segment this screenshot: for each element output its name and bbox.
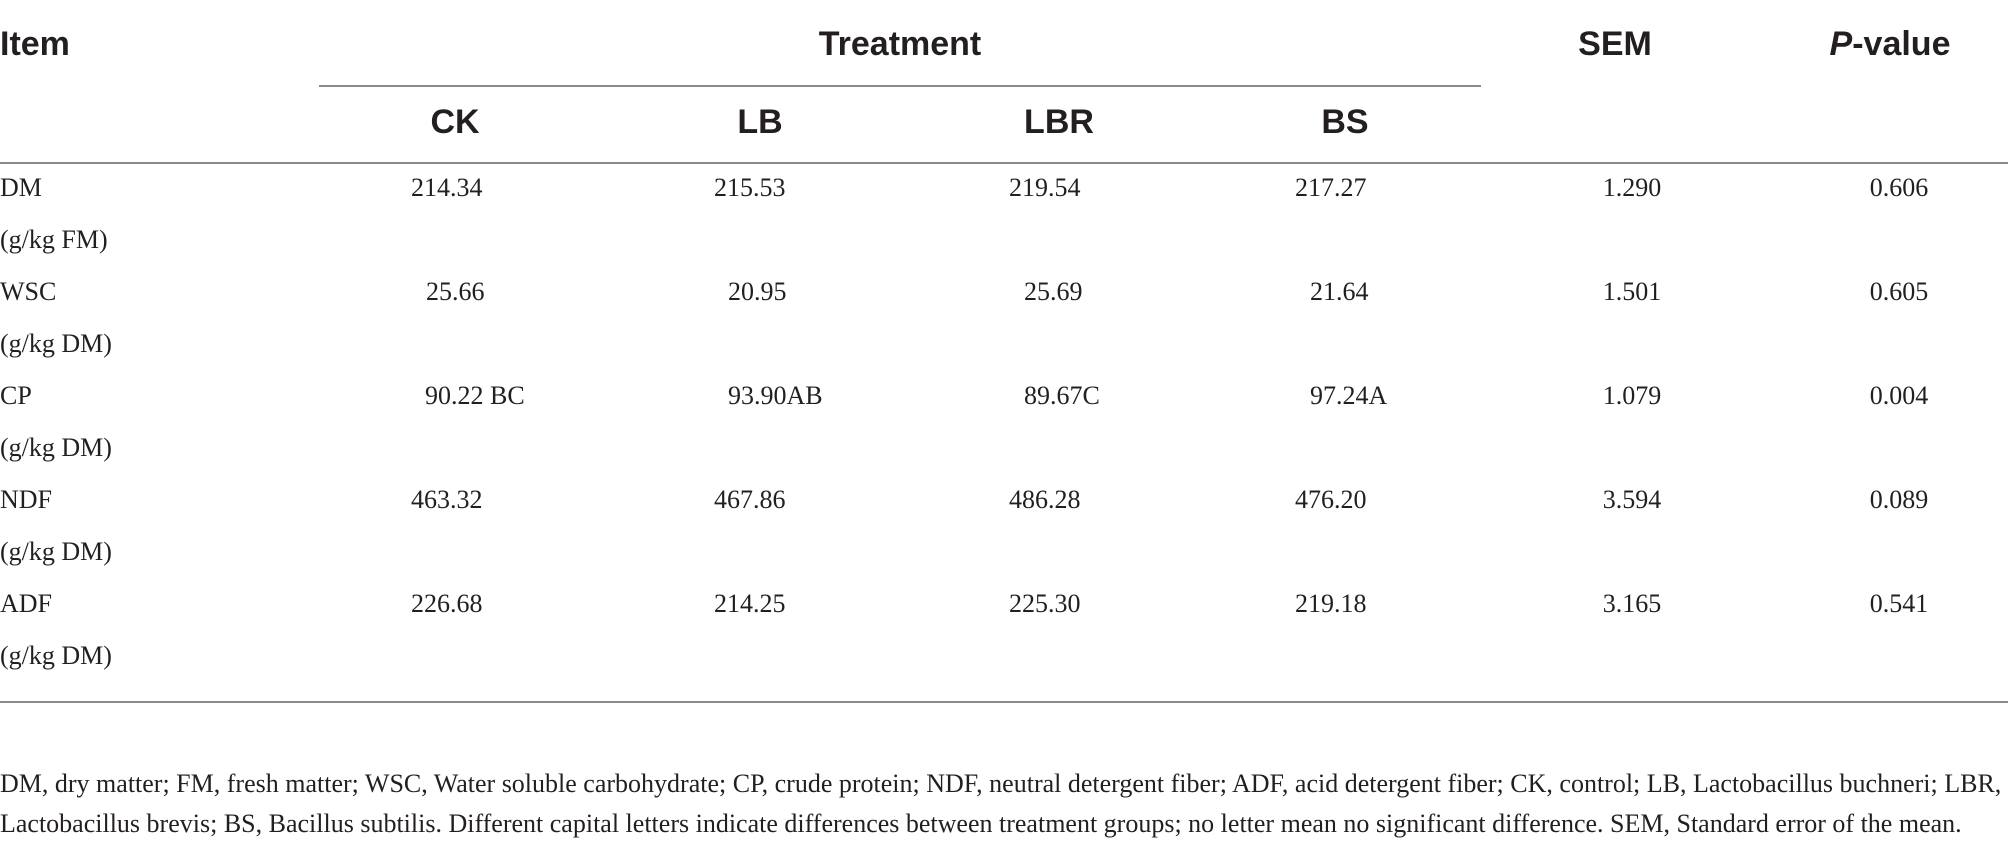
header-pvalue-suffix: -value <box>1852 25 1951 63</box>
cell-bs: 21.64 <box>1310 277 1369 306</box>
cell-sem: 3.165 <box>1602 589 1662 618</box>
cell-lbr: 89.67C <box>1024 381 1100 410</box>
cell-pvalue: 0.004 <box>1869 381 1929 410</box>
header-treatment: Treatment <box>818 25 982 63</box>
cell-lb: 20.95 <box>728 277 787 306</box>
cell-sem: 1.079 <box>1602 381 1662 410</box>
cell-sem: 1.290 <box>1602 173 1662 202</box>
treatment-group-rule <box>319 85 1481 87</box>
cell-lb: 93.90AB <box>728 381 823 410</box>
header-bottom-rule <box>0 162 2008 164</box>
header-item: Item <box>0 25 70 63</box>
row-item-name: ADF <box>0 589 53 618</box>
cell-lb: 215.53 <box>714 173 786 202</box>
cell-lbr: 486.28 <box>1009 485 1081 514</box>
cell-sem: 3.594 <box>1602 485 1662 514</box>
cell-pvalue: 0.605 <box>1869 277 1929 306</box>
cell-ck: 90.22 BC <box>425 381 525 410</box>
header-sem: SEM <box>1578 25 1652 63</box>
cell-lb: 467.86 <box>714 485 786 514</box>
cell-bs: 97.24A <box>1310 381 1388 410</box>
cell-ck: 463.32 <box>411 485 483 514</box>
header-group-ck: CK <box>430 103 480 141</box>
row-item-name: DM <box>0 173 42 202</box>
cell-lbr: 25.69 <box>1024 277 1083 306</box>
cell-lbr: 219.54 <box>1009 173 1081 202</box>
cell-bs: 217.27 <box>1295 173 1367 202</box>
header-group-lb: LB <box>737 103 783 141</box>
cell-sem: 1.501 <box>1602 277 1662 306</box>
cell-bs: 476.20 <box>1295 485 1367 514</box>
row-item-unit: (g/kg DM) <box>0 641 112 670</box>
row-item-unit: (g/kg DM) <box>0 537 112 566</box>
cell-pvalue: 0.089 <box>1869 485 1929 514</box>
row-item-unit: (g/kg DM) <box>0 433 112 462</box>
cell-ck: 226.68 <box>411 589 483 618</box>
cell-ck: 214.34 <box>411 173 483 202</box>
cell-pvalue: 0.606 <box>1869 173 1929 202</box>
cell-pvalue: 0.541 <box>1869 589 1929 618</box>
row-item-name: NDF <box>0 485 53 514</box>
cell-bs: 219.18 <box>1295 589 1367 618</box>
header-group-lbr: LBR <box>1024 103 1094 141</box>
cell-lb: 214.25 <box>714 589 786 618</box>
table-footnote: DM, dry matter; FM, fresh matter; WSC, W… <box>0 769 2002 838</box>
header-pvalue: P-value <box>1830 24 1951 64</box>
row-item-name: WSC <box>0 277 57 306</box>
cell-ck: 25.66 <box>426 277 485 306</box>
header-group-bs: BS <box>1321 103 1369 141</box>
row-item-unit: (g/kg FM) <box>0 225 108 254</box>
header-pvalue-italic: P <box>1829 25 1853 63</box>
row-item-unit: (g/kg DM) <box>0 329 112 358</box>
cell-lbr: 225.30 <box>1009 589 1081 618</box>
table-bottom-rule <box>0 701 2008 703</box>
row-item-name: CP <box>0 381 32 410</box>
